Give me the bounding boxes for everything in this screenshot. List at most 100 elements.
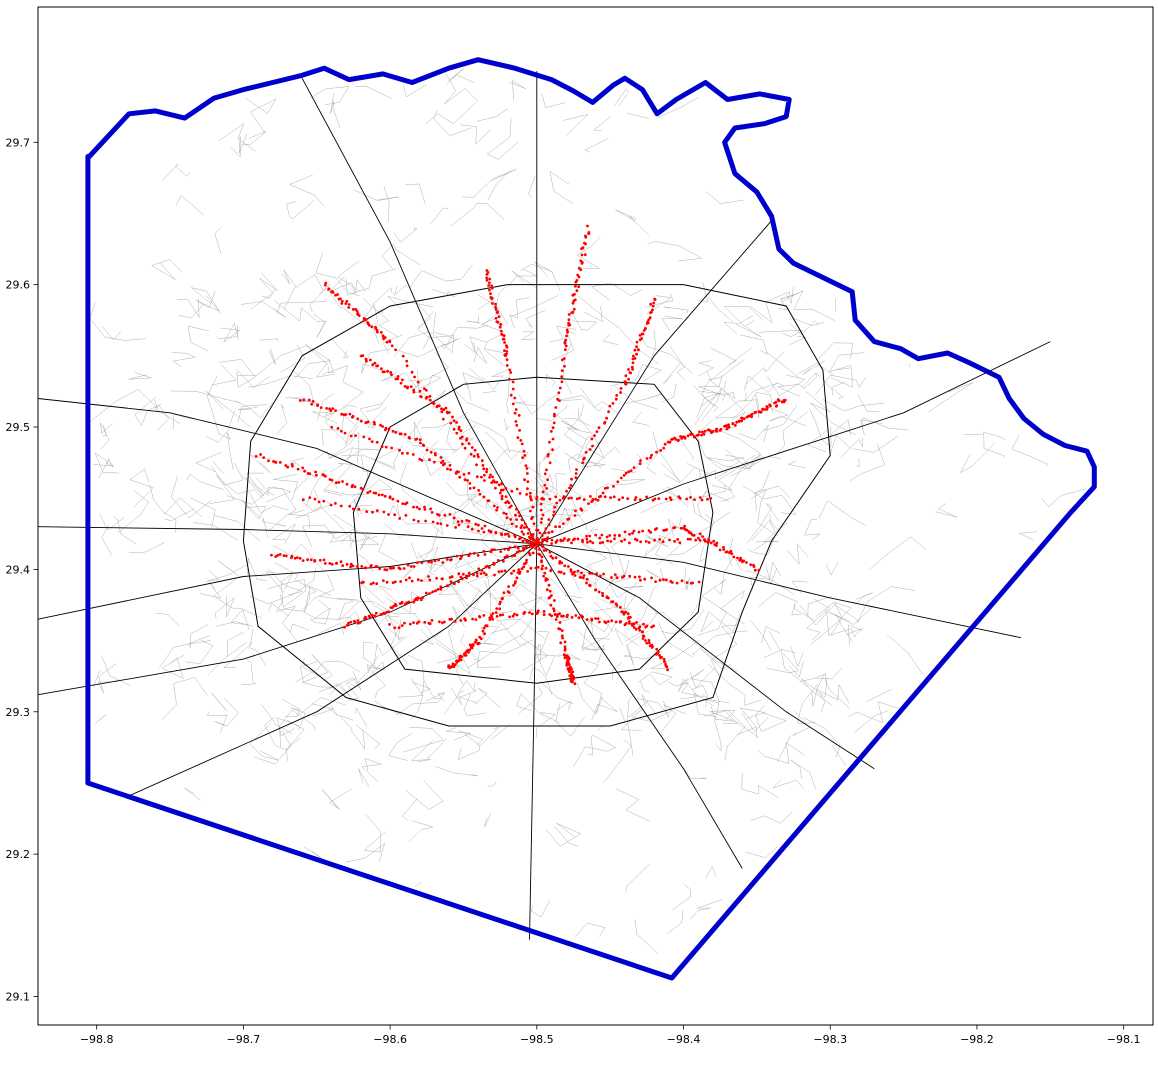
data-point [525,540,529,544]
data-point [323,283,327,287]
minor-road [230,609,250,630]
data-point [500,332,504,336]
data-point [460,435,464,439]
minor-road [473,495,492,522]
minor-road [568,453,602,472]
data-point [391,581,395,585]
data-point [399,580,403,583]
data-point [629,469,633,472]
data-point [563,645,567,649]
data-point [522,546,525,550]
data-point [371,581,375,585]
data-point [515,518,518,521]
major-road [38,526,537,545]
minor-road [706,371,736,400]
minor-road [446,68,475,85]
data-point [374,565,377,569]
minor-road [249,723,279,761]
minor-road [151,259,183,280]
data-point [641,630,644,634]
data-point [642,634,645,638]
minor-road [430,207,449,224]
data-point [607,596,610,600]
minor-road [574,570,598,588]
minor-road [510,295,558,317]
data-point [648,644,652,648]
y-tick-label: 29.7 [6,136,31,149]
data-point [603,487,607,490]
minor-road [777,384,805,397]
minor-road [328,704,338,716]
data-point [507,591,511,594]
data-point [631,357,635,361]
data-point [407,600,411,604]
data-point [628,541,631,545]
minor-road [435,766,479,777]
data-point [390,373,393,377]
data-point [661,540,665,544]
minor-road [816,342,853,361]
data-point [584,450,588,454]
minor-road [268,602,290,617]
data-point [311,400,315,403]
data-point [468,487,472,490]
data-point [552,513,555,517]
minor-road [591,282,643,301]
minor-road [304,585,331,612]
data-point [468,482,472,485]
minor-road [407,418,423,443]
data-point [512,584,515,587]
minor-road [212,460,225,475]
data-point [547,583,551,587]
minor-road [741,712,769,732]
major-road [301,77,538,545]
minor-road [657,97,699,118]
minor-road [826,562,839,576]
data-point [489,296,493,299]
data-point [652,624,655,628]
data-point [439,522,443,526]
data-point [552,421,556,425]
data-point [502,559,505,563]
minor-road [227,486,292,505]
data-point [307,398,311,402]
minor-road [410,677,442,699]
data-point [735,420,739,424]
data-point [480,569,484,572]
x-tick-label: −98.3 [813,1033,847,1046]
data-point [496,559,500,562]
data-point [628,622,631,625]
data-point [632,466,636,469]
minor-road [315,363,336,378]
data-point [569,569,573,573]
data-point [520,530,524,534]
data-point [359,419,363,423]
data-point [605,416,608,420]
data-point [629,371,632,375]
data-point [549,430,553,433]
minor-road [441,324,489,349]
minor-road [780,648,809,688]
minor-road [331,338,349,359]
data-point [482,495,486,499]
data-point [412,621,415,624]
minor-road [554,826,579,847]
data-point [697,580,701,584]
data-point [544,537,548,541]
minor-road [802,360,825,375]
data-point [355,565,359,568]
data-point [555,501,559,505]
minor-road [289,174,325,208]
data-point [635,345,638,349]
data-point [745,415,749,419]
data-point [573,537,576,541]
minor-road [452,495,473,525]
data-point [537,548,541,551]
data-point [415,505,419,509]
minor-road [429,555,455,576]
data-point [577,616,581,620]
data-point [452,427,456,431]
data-point [601,541,605,544]
minor-road [504,418,510,431]
data-point [615,576,619,580]
